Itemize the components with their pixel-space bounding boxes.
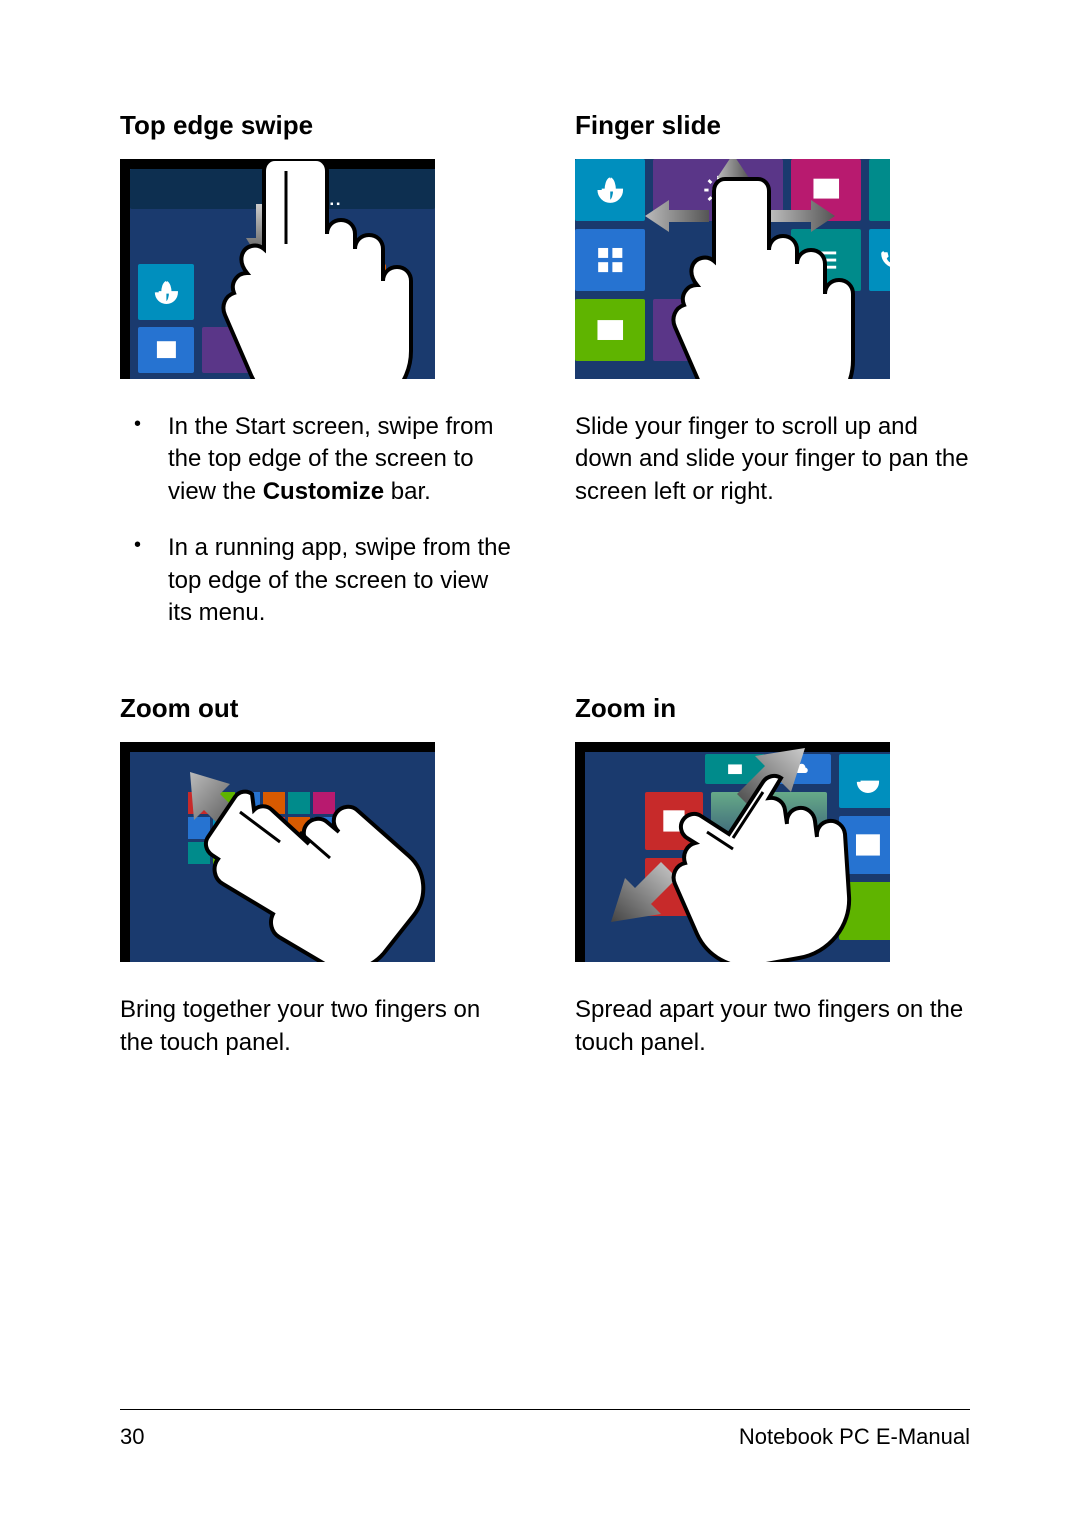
- gesture-title: Zoom out: [120, 693, 515, 724]
- ie-icon: [151, 277, 182, 308]
- calendar-icon: [151, 337, 182, 362]
- manual-page: Top edge swipe ▪ ▪: [0, 0, 1080, 1059]
- hand-icon: [215, 159, 425, 379]
- gesture-illustration: ▪ ▪: [120, 159, 435, 379]
- gesture-illustration: [575, 159, 890, 379]
- page-footer: 30 Notebook PC E-Manual: [120, 1409, 970, 1450]
- gesture-description: Slide your finger to scroll up and down …: [575, 411, 970, 508]
- hand-two-fingers-icon: [635, 772, 885, 962]
- gesture-description: Bring together your two fingers on the t…: [120, 994, 515, 1059]
- grid-icon: [591, 243, 630, 277]
- gesture-top-edge-swipe: Top edge swipe ▪ ▪: [120, 110, 515, 653]
- gesture-description: In the Start screen, swipe from the top …: [120, 411, 515, 629]
- gesture-finger-slide: Finger slide: [575, 110, 970, 653]
- page-number: 30: [120, 1424, 144, 1450]
- ie-icon: [591, 173, 630, 207]
- gesture-zoom-in: Zoom in ?: [575, 693, 970, 1059]
- bullet-item: In the Start screen, swipe from the top …: [120, 411, 515, 508]
- phone-icon: [878, 243, 890, 277]
- gesture-title: Zoom in: [575, 693, 970, 724]
- hand-two-fingers-icon: [200, 772, 430, 962]
- gesture-grid: Top edge swipe ▪ ▪: [120, 110, 970, 1059]
- gesture-title: Top edge swipe: [120, 110, 515, 141]
- gesture-illustration: [120, 742, 435, 962]
- hand-icon: [670, 174, 870, 379]
- gesture-zoom-out: Zoom out: [120, 693, 515, 1059]
- photo-icon: [591, 313, 630, 347]
- footer-title: Notebook PC E-Manual: [739, 1424, 970, 1450]
- gesture-description: Spread apart your two fingers on the tou…: [575, 994, 970, 1059]
- gesture-title: Finger slide: [575, 110, 970, 141]
- bullet-item: In a running app, swipe from the top edg…: [120, 532, 515, 629]
- gesture-illustration: ?: [575, 742, 890, 962]
